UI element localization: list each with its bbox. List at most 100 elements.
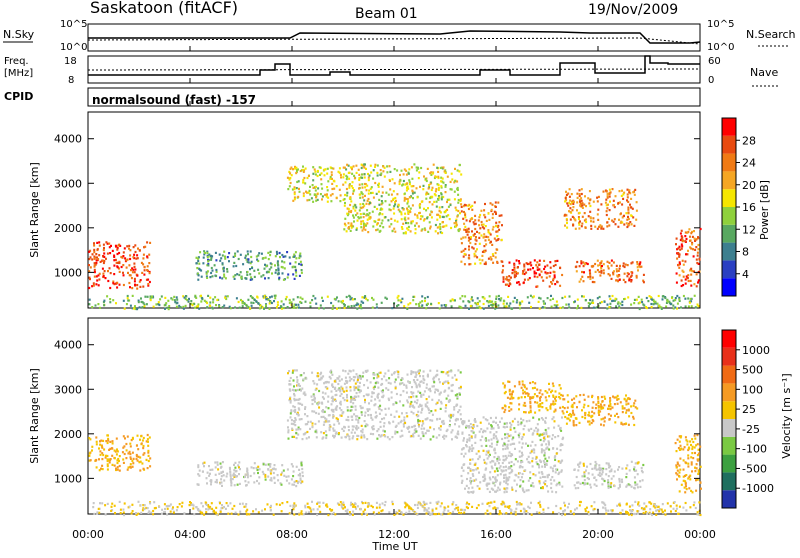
data-cell <box>465 236 467 238</box>
data-cell <box>532 396 534 398</box>
data-cell <box>635 470 637 472</box>
data-cell <box>510 444 512 446</box>
data-cell <box>570 211 572 213</box>
data-cell <box>427 296 429 298</box>
data-cell <box>534 401 536 403</box>
data-cell <box>591 415 593 417</box>
data-cell <box>582 202 584 204</box>
data-cell <box>109 461 111 463</box>
data-cell <box>100 440 102 442</box>
data-cell <box>322 396 324 398</box>
data-cell <box>593 201 595 203</box>
data-cell <box>481 255 483 257</box>
data-cell <box>585 218 587 220</box>
data-cell <box>544 266 546 268</box>
data-cell <box>506 284 508 286</box>
data-cell <box>474 201 476 203</box>
data-cell <box>270 470 272 472</box>
data-cell <box>558 425 560 427</box>
data-cell <box>223 274 225 276</box>
data-cell <box>95 459 97 461</box>
data-cell <box>633 487 635 489</box>
data-cell <box>677 470 679 472</box>
data-cell <box>590 220 592 222</box>
data-cell <box>350 389 352 391</box>
data-cell <box>500 473 502 475</box>
data-cell <box>301 468 303 470</box>
data-cell <box>684 446 686 448</box>
data-cell <box>165 302 167 304</box>
data-cell <box>684 298 686 300</box>
data-cell <box>539 392 541 394</box>
data-cell <box>697 248 699 250</box>
data-cell <box>354 432 356 434</box>
data-cell <box>354 298 356 300</box>
data-cell <box>566 417 568 419</box>
data-cell <box>448 387 450 389</box>
data-cell <box>471 209 473 211</box>
data-cell <box>420 411 422 413</box>
data-cell <box>603 503 605 505</box>
data-cell <box>573 201 575 203</box>
data-cell <box>481 221 483 223</box>
data-cell <box>531 441 533 443</box>
data-cell <box>334 387 336 389</box>
data-cell <box>507 447 509 449</box>
data-cell <box>291 419 293 421</box>
data-cell <box>360 390 362 392</box>
data-cell <box>401 170 403 172</box>
data-cell <box>353 376 355 378</box>
data-cell <box>607 265 609 267</box>
data-cell <box>207 270 209 272</box>
data-cell <box>553 265 555 267</box>
data-cell <box>404 197 406 199</box>
data-cell <box>319 174 321 176</box>
data-cell <box>442 178 444 180</box>
data-cell <box>406 415 408 417</box>
data-cell <box>251 261 253 263</box>
data-cell <box>492 507 494 509</box>
data-cell <box>352 402 354 404</box>
data-cell <box>506 433 508 435</box>
data-cell <box>522 454 524 456</box>
data-cell <box>348 187 350 189</box>
data-cell <box>128 282 130 284</box>
data-cell <box>516 259 518 261</box>
data-cell <box>361 411 363 413</box>
data-cell <box>515 458 517 460</box>
data-cell <box>606 462 608 464</box>
data-cell <box>424 390 426 392</box>
data-cell <box>474 464 476 466</box>
data-cell <box>618 478 620 480</box>
data-cell <box>581 271 583 273</box>
data-cell <box>251 466 253 468</box>
data-cell <box>105 440 107 442</box>
data-cell <box>428 412 430 414</box>
data-cell <box>94 264 96 266</box>
data-cell <box>362 203 364 205</box>
data-cell <box>382 170 384 172</box>
data-cell <box>591 411 593 413</box>
data-cell <box>508 476 510 478</box>
data-cell <box>541 448 543 450</box>
data-cell <box>355 383 357 385</box>
data-cell <box>438 199 440 201</box>
data-cell <box>478 219 480 221</box>
data-cell <box>219 254 221 256</box>
data-cell <box>428 388 430 390</box>
data-cell <box>450 300 452 302</box>
data-cell <box>573 398 575 400</box>
data-cell <box>197 305 199 307</box>
data-cell <box>306 415 308 417</box>
data-cell <box>691 438 693 440</box>
data-cell <box>333 424 335 426</box>
data-cell <box>96 279 98 281</box>
data-cell <box>614 415 616 417</box>
data-cell <box>303 372 305 374</box>
data-cell <box>361 296 363 298</box>
data-cell <box>441 402 443 404</box>
data-cell <box>438 187 440 189</box>
data-cell <box>622 193 624 195</box>
data-cell <box>375 411 377 413</box>
